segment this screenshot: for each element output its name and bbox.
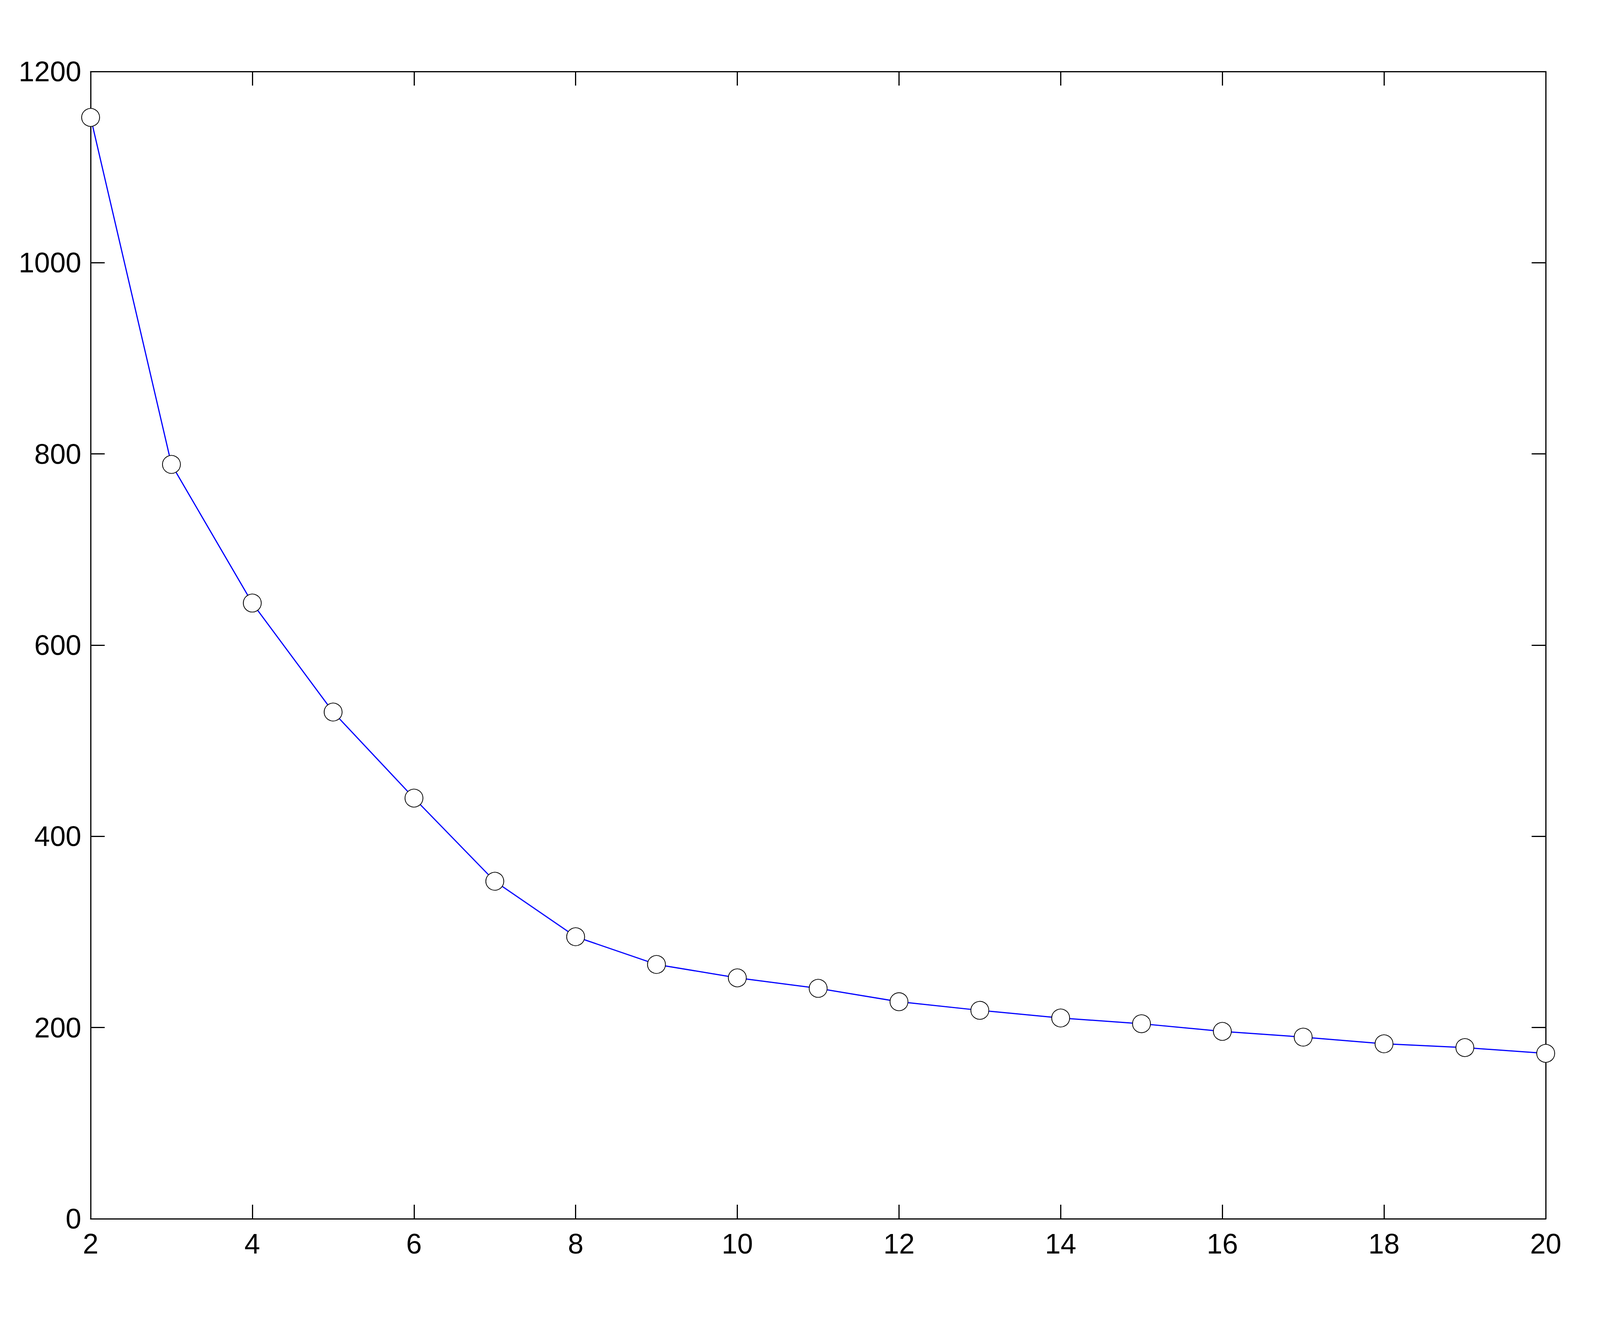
svg-text:0: 0 <box>65 1202 82 1234</box>
svg-text:800: 800 <box>34 438 82 470</box>
svg-text:4: 4 <box>244 1227 261 1259</box>
svg-text:12: 12 <box>883 1227 915 1259</box>
svg-text:14: 14 <box>1044 1227 1077 1259</box>
svg-text:600: 600 <box>34 629 82 661</box>
svg-text:20: 20 <box>1530 1227 1562 1259</box>
svg-text:6: 6 <box>406 1227 422 1259</box>
svg-text:1200: 1200 <box>18 55 82 88</box>
svg-text:10: 10 <box>721 1227 754 1259</box>
svg-text:8: 8 <box>567 1227 584 1259</box>
svg-text:2: 2 <box>82 1227 99 1259</box>
svg-text:1000: 1000 <box>18 246 82 279</box>
svg-text:200: 200 <box>34 1011 82 1043</box>
svg-text:16: 16 <box>1206 1227 1238 1259</box>
svg-text:400: 400 <box>34 820 82 852</box>
svg-text:18: 18 <box>1368 1227 1400 1259</box>
